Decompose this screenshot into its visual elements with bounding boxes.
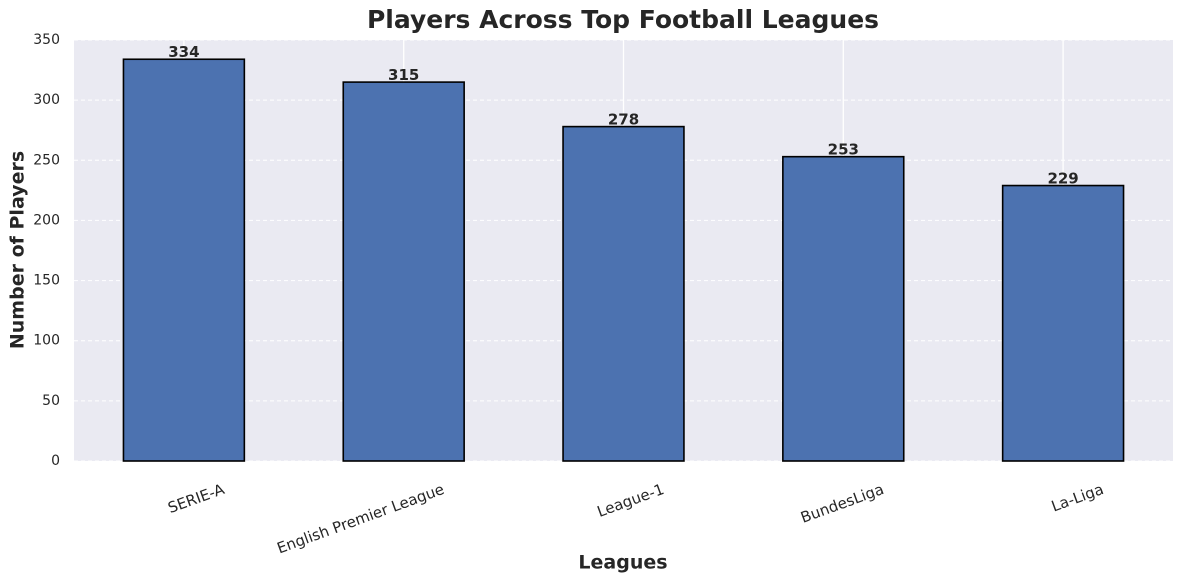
y-tick-label: 150 — [33, 273, 60, 289]
bar — [342, 81, 465, 462]
bar — [1001, 184, 1125, 462]
x-tick-label: BundesLiga — [798, 480, 886, 527]
y-tick-label: 50 — [42, 393, 60, 409]
x-tick-label: English Premier League — [275, 480, 447, 557]
y-tick-label: 200 — [33, 212, 60, 228]
value-label: 334 — [168, 43, 199, 61]
bar — [122, 58, 246, 462]
x-tick-label: League-1 — [595, 480, 667, 521]
y-tick-label: 0 — [51, 453, 60, 469]
x-axis-label: Leagues — [578, 552, 667, 574]
value-label: 253 — [828, 141, 859, 159]
value-label: 278 — [608, 111, 639, 129]
y-tick-label: 100 — [33, 333, 60, 349]
y-tick-label: 250 — [33, 152, 60, 168]
y-axis-label: Number of Players — [7, 151, 29, 349]
value-label: 315 — [388, 66, 419, 84]
value-label: 229 — [1047, 170, 1078, 188]
x-tick-label: SERIE-A — [166, 480, 228, 517]
y-tick-label: 350 — [33, 32, 60, 48]
y-tick-label: 300 — [33, 92, 60, 108]
x-tick-label: La-Liga — [1049, 480, 1106, 515]
bar — [562, 125, 685, 462]
bar — [782, 155, 905, 462]
chart-title: Players Across Top Football Leagues — [367, 5, 879, 34]
